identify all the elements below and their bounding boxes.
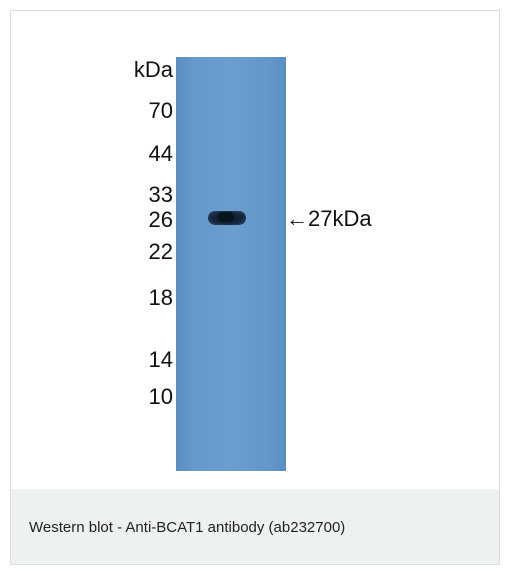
marker-26: 26 [148,207,173,232]
figure-card: kDa 70 44 33 26 22 18 14 10 ←27kDa Weste… [10,10,500,565]
band-size-label: ←27kDa [286,206,372,231]
figure-caption: Western blot - Anti-BCAT1 antibody (ab23… [29,519,346,536]
blot-lane [176,57,286,471]
marker-70: 70 [148,98,173,123]
marker-10: 10 [148,384,173,409]
marker-22: 22 [148,239,173,264]
kda-unit-label: kDa [133,57,173,82]
marker-14: 14 [148,347,173,372]
marker-33: 33 [148,182,173,207]
protein-band [208,211,246,225]
marker-18: 18 [148,285,173,310]
marker-44: 44 [148,141,173,166]
western-blot-image[interactable]: kDa 70 44 33 26 22 18 14 10 ←27kDa [11,11,499,489]
caption-area: Western blot - Anti-BCAT1 antibody (ab23… [11,489,499,564]
